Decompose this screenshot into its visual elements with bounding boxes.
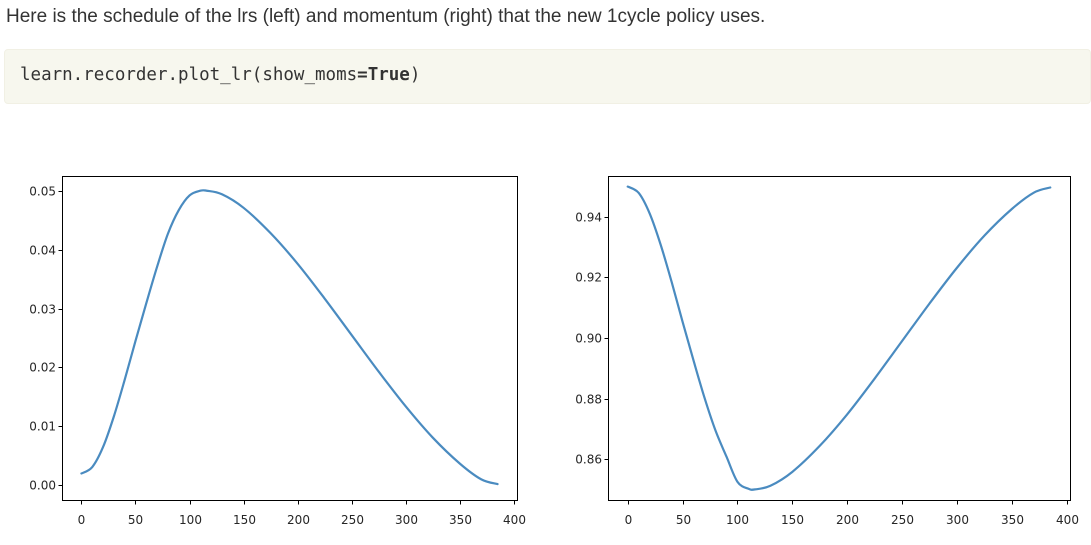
lr-x-tick-label: 350 <box>449 513 472 527</box>
lr-x-tick-label: 100 <box>179 513 202 527</box>
code-close-paren: ) <box>409 65 421 85</box>
lr-y-tick-label: 0.03 <box>29 303 56 317</box>
lr-x-tick-label: 50 <box>128 513 143 527</box>
code-call: learn.recorder.plot_lr(show_moms <box>20 65 358 85</box>
lr-y-tick-label: 0.00 <box>29 479 56 493</box>
mom-x-tick-label: 0 <box>625 513 633 527</box>
lr-plot-frame <box>62 176 518 501</box>
code-keyword: True <box>367 65 410 85</box>
lr-x-tick-label: 0 <box>78 513 86 527</box>
code-line: learn.recorder.plot_lr(show_moms=True) <box>20 65 420 85</box>
lr-x-tick-label: 150 <box>233 513 256 527</box>
mom-x-tick-label: 250 <box>891 513 914 527</box>
lr-y-tick-label: 0.04 <box>29 244 56 258</box>
mom-plot-frame <box>608 176 1071 501</box>
mom-y-tick-label: 0.90 <box>575 332 602 346</box>
code-block: learn.recorder.plot_lr(show_moms=True) <box>4 49 1091 104</box>
lr-y-tick-label: 0.01 <box>29 420 56 434</box>
lr-y-tick-label: 0.05 <box>29 185 56 199</box>
mom-x-tick-label: 350 <box>1001 513 1024 527</box>
lr-x-tick-label: 200 <box>287 513 310 527</box>
lr-y-tick-label: 0.02 <box>29 361 56 375</box>
mom-x-tick-label: 100 <box>726 513 749 527</box>
lr-x-tick-label: 250 <box>341 513 364 527</box>
intro-text: Here is the schedule of the lrs (left) a… <box>6 6 766 27</box>
mom-y-tick-label: 0.92 <box>575 271 602 285</box>
mom-x-tick-label: 300 <box>946 513 969 527</box>
mom-y-tick-label: 0.94 <box>575 211 602 225</box>
lr-series-line <box>80 189 499 486</box>
mom-x-tick-label: 50 <box>676 513 691 527</box>
mom-x-tick-label: 200 <box>836 513 859 527</box>
lr-x-tick-label: 400 <box>503 513 526 527</box>
lr-x-tick-label: 300 <box>395 513 418 527</box>
mom-x-tick-label: 150 <box>781 513 804 527</box>
mom-y-tick-label: 0.88 <box>575 393 602 407</box>
code-operator: = <box>357 65 368 85</box>
mom-y-tick-label: 0.86 <box>575 453 602 467</box>
mom-series-line <box>626 185 1052 491</box>
mom-x-tick-label: 400 <box>1056 513 1079 527</box>
